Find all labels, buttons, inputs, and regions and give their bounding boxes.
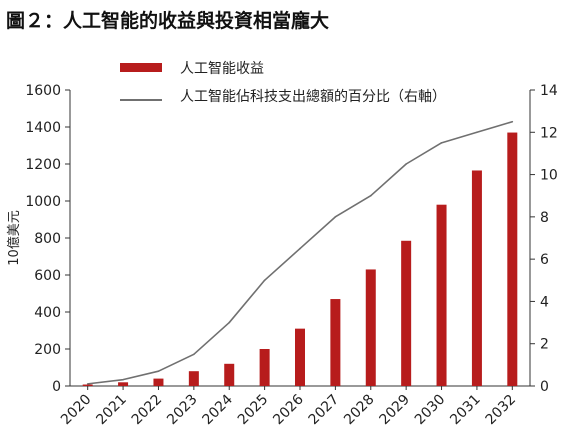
line-point	[122, 378, 124, 381]
x-tick-label: 2030	[412, 392, 449, 429]
line-point	[157, 370, 160, 373]
y2-tick-label: 2	[540, 337, 549, 353]
x-tick-label: 2025	[235, 392, 272, 429]
y2-tick-label: 10	[540, 168, 558, 184]
y-tick-label: 200	[34, 342, 61, 358]
bar	[436, 204, 447, 386]
legend-label-revenue: 人工智能收益	[180, 61, 264, 77]
y2-tick-label: 8	[540, 210, 549, 226]
line-point	[369, 194, 372, 197]
bar	[118, 382, 129, 386]
bar	[507, 132, 518, 386]
figure-title: 圖２：人工智能的收益與投資相當龐大	[6, 9, 329, 32]
bar	[82, 384, 93, 386]
bar	[365, 269, 376, 386]
y-tick-label: 0	[52, 379, 61, 395]
bar	[471, 170, 482, 386]
line-point	[334, 216, 337, 218]
x-tick-label: 2031	[447, 392, 484, 429]
bar	[259, 349, 270, 386]
bar	[188, 371, 199, 386]
legend: 人工智能收益 人工智能佔科技支出總額的百分比（右軸）	[120, 61, 446, 105]
y-tick-label: 1600	[25, 83, 61, 99]
line-point	[86, 383, 89, 385]
y2-tick-label: 14	[540, 83, 558, 99]
line-series	[86, 120, 514, 385]
x-tick-label: 2023	[164, 392, 201, 429]
x-tick-label: 2029	[376, 392, 413, 429]
x-tick-label: 2028	[341, 392, 378, 429]
y-tick-label: 1000	[25, 194, 61, 210]
x-tick-label: 2024	[200, 391, 237, 428]
y-tick-label: 600	[34, 268, 61, 284]
line-point	[440, 142, 443, 144]
line-point	[299, 247, 301, 250]
x-tick-label: 2027	[306, 392, 343, 429]
bar-series	[82, 132, 518, 386]
line-point	[193, 353, 195, 356]
legend-bar-swatch	[120, 63, 162, 72]
y-axis-ticks: 0 200 400 600 800 1000 1200 1400 1600	[25, 83, 70, 395]
y2-tick-label: 6	[540, 252, 549, 268]
y-tick-label: 1200	[25, 157, 61, 173]
y2-axis-ticks: 0 2 4 6 8 10 12 14	[530, 83, 558, 395]
y-tick-label: 400	[34, 305, 61, 321]
line-point	[405, 163, 407, 165]
bar	[295, 328, 305, 386]
x-axis-ticks: 2020202120222023202420252026202720282029…	[58, 386, 519, 428]
bar	[224, 363, 235, 386]
x-tick-label: 2032	[483, 392, 520, 429]
y-axis-title: 10億美元	[6, 210, 22, 266]
y2-tick-label: 4	[540, 294, 549, 310]
x-tick-label: 2020	[58, 392, 95, 429]
line-point	[476, 131, 478, 134]
y2-tick-label: 0	[540, 379, 549, 395]
line-point	[511, 120, 514, 123]
y2-tick-label: 12	[540, 125, 558, 141]
bar	[401, 240, 412, 386]
x-tick-label: 2021	[93, 392, 130, 429]
x-tick-label: 2022	[129, 392, 166, 429]
y-tick-label: 1400	[25, 120, 61, 136]
legend-label-share: 人工智能佔科技支出總額的百分比（右軸）	[180, 88, 446, 105]
bar	[330, 299, 341, 386]
y-tick-label: 800	[34, 231, 61, 247]
bar	[153, 378, 164, 386]
line-point	[228, 321, 231, 324]
x-tick-label: 2026	[270, 391, 307, 428]
line-point	[263, 279, 266, 282]
